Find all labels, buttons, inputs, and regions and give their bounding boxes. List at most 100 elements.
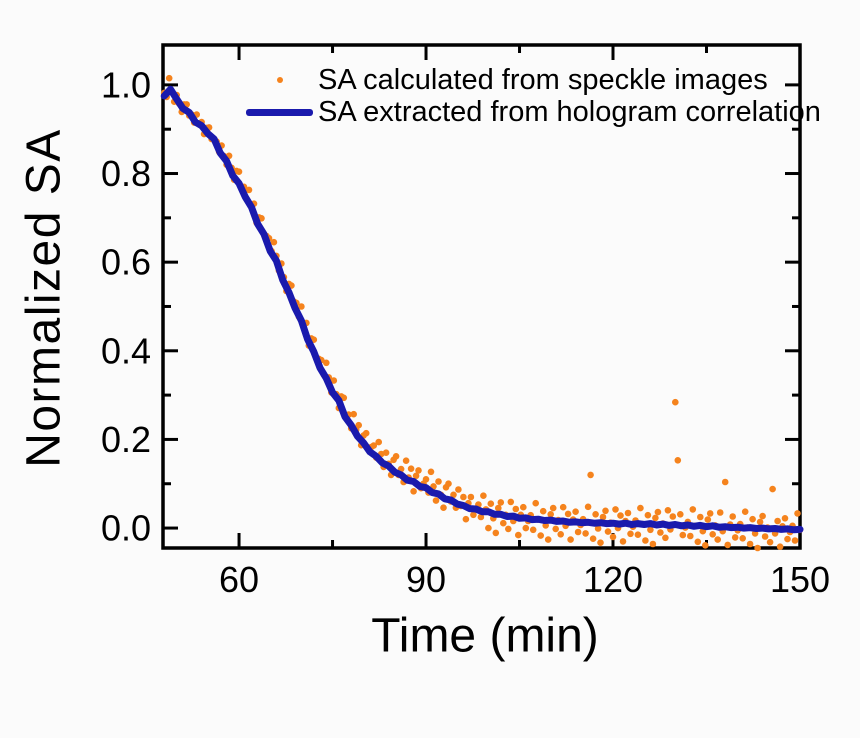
scatter-point bbox=[774, 517, 781, 525]
scatter-point bbox=[298, 303, 305, 310]
scatter-point bbox=[572, 508, 579, 515]
scatter-point bbox=[330, 377, 338, 384]
scatter-point bbox=[505, 525, 512, 533]
y-tick-label: 0.2 bbox=[101, 419, 151, 460]
scatter-point bbox=[709, 531, 716, 538]
scatter-point bbox=[564, 510, 572, 518]
scatter-point bbox=[599, 513, 607, 521]
scatter-point bbox=[165, 74, 173, 82]
scatter-point bbox=[589, 535, 597, 542]
scatter-point bbox=[644, 511, 652, 519]
scatter-point bbox=[674, 457, 682, 464]
legend-label-speckle: SA calculated from speckle images bbox=[318, 63, 768, 96]
scatter-point bbox=[647, 526, 654, 534]
scatter-point bbox=[435, 478, 442, 485]
scatter-point bbox=[559, 503, 567, 511]
scatter-point bbox=[487, 500, 495, 508]
scatter-point bbox=[549, 504, 557, 512]
scatter-point bbox=[529, 526, 537, 534]
scatter-point bbox=[382, 449, 390, 457]
scatter-point bbox=[794, 510, 801, 517]
scatter-point bbox=[557, 531, 564, 538]
legend-marker-cell bbox=[246, 108, 313, 116]
scatter-point bbox=[440, 504, 447, 512]
scatter-point bbox=[704, 516, 712, 523]
scatter-point bbox=[552, 525, 559, 533]
scatter-point bbox=[657, 529, 664, 536]
scatter-point bbox=[649, 540, 657, 548]
scatter-point bbox=[270, 238, 278, 246]
scatter-point bbox=[612, 506, 619, 513]
scatter-point bbox=[791, 537, 799, 544]
scatter-point bbox=[784, 535, 791, 543]
scatter-point bbox=[642, 537, 649, 544]
scatter-point bbox=[537, 532, 544, 539]
y-axis-title: Normalized SA bbox=[17, 128, 71, 468]
legend-item-speckle: SA calculated from speckle images bbox=[246, 64, 821, 96]
scatter-point bbox=[323, 359, 330, 367]
scatter-point bbox=[245, 186, 253, 194]
scatter-point bbox=[492, 529, 500, 537]
scatter-point bbox=[602, 507, 609, 515]
scatter-point bbox=[485, 524, 492, 532]
scatter-point bbox=[724, 541, 731, 549]
scatter-point bbox=[462, 515, 470, 523]
scatter-point bbox=[500, 519, 507, 527]
scatter-point bbox=[582, 530, 589, 537]
scatter-point bbox=[410, 488, 417, 495]
x-tick-label: 90 bbox=[406, 559, 446, 600]
scatter-point bbox=[594, 525, 602, 532]
y-tick-label: 0.4 bbox=[101, 330, 151, 371]
scatter-point bbox=[574, 528, 582, 536]
scatter-point bbox=[407, 465, 415, 473]
scatter-point bbox=[746, 540, 754, 548]
scatter-point bbox=[604, 528, 612, 535]
scatter-point bbox=[741, 508, 749, 515]
scatter-point bbox=[776, 543, 784, 550]
scatter-point bbox=[355, 421, 363, 429]
scatter-point bbox=[515, 531, 522, 539]
scatter-point bbox=[716, 509, 724, 516]
scatter-point bbox=[427, 468, 435, 476]
scatter-point bbox=[654, 508, 662, 516]
scatter-point bbox=[507, 498, 515, 506]
scatter-point bbox=[677, 511, 684, 518]
scatter-point bbox=[584, 503, 592, 511]
scatter-point bbox=[460, 493, 467, 501]
scatter-point bbox=[766, 538, 774, 546]
scatter-point bbox=[721, 478, 729, 486]
plot-frame bbox=[161, 43, 802, 550]
scatter-point bbox=[609, 533, 617, 541]
scatter-point bbox=[749, 515, 756, 523]
scatter-point bbox=[362, 429, 370, 437]
scatter-point bbox=[495, 504, 502, 512]
scatter-point bbox=[754, 544, 761, 552]
y-tick-label: 0.0 bbox=[101, 508, 151, 549]
legend-item-hologram: SA extracted from hologram correlation bbox=[246, 96, 821, 128]
scatter-point bbox=[412, 472, 420, 480]
scatter-point bbox=[522, 524, 530, 532]
scatter-point bbox=[480, 492, 487, 500]
scatter-point bbox=[455, 486, 462, 493]
scatter-point bbox=[759, 512, 766, 520]
scatter-point bbox=[702, 542, 709, 549]
line-series bbox=[160, 85, 804, 534]
scatter-point bbox=[781, 515, 789, 522]
scatter-point bbox=[652, 514, 659, 522]
scatter-point bbox=[375, 438, 383, 446]
scatter-point bbox=[617, 512, 624, 519]
scatter-point bbox=[532, 499, 539, 507]
scatter-point bbox=[694, 538, 702, 546]
scatter-point bbox=[597, 539, 604, 546]
scatter-point bbox=[689, 506, 697, 513]
y-tick-label: 0.6 bbox=[101, 242, 151, 283]
y-tick-label: 1.0 bbox=[101, 64, 151, 105]
scatter-point bbox=[627, 530, 634, 538]
scatter-point bbox=[664, 507, 672, 514]
scatter-point bbox=[761, 533, 769, 540]
scatter-point bbox=[739, 535, 746, 542]
scatter-point bbox=[477, 513, 485, 521]
scatter-point bbox=[539, 507, 547, 515]
scatter-point bbox=[415, 467, 422, 474]
x-tick-label: 120 bbox=[583, 559, 643, 600]
